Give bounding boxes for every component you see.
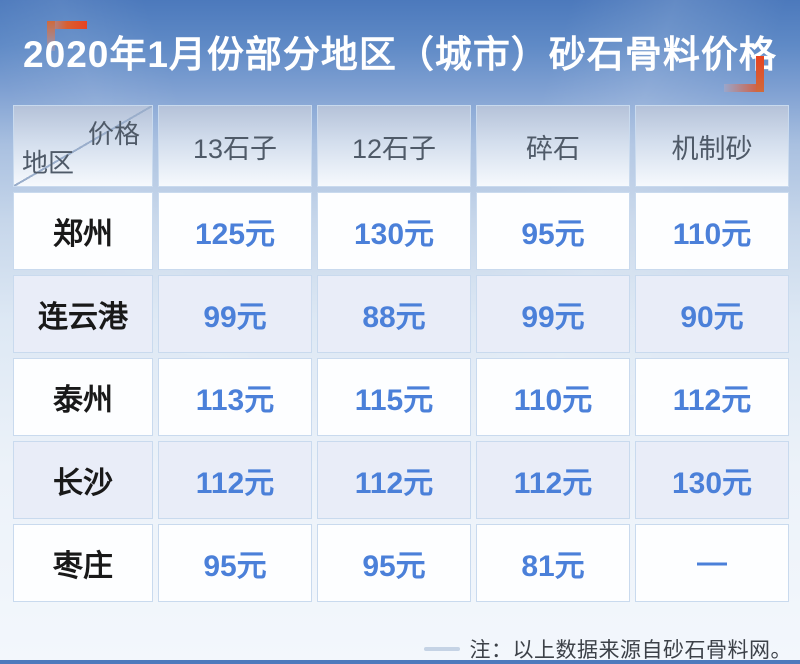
price-cell: 112元 [476, 441, 630, 519]
price-cell: 112元 [317, 441, 471, 519]
region-cell: 长沙 [13, 441, 153, 519]
table-row: 郑州 125元 130元 95元 110元 [13, 192, 789, 270]
price-cell: 112元 [635, 358, 789, 436]
price-table: 价格 地区 13石子 12石子 碎石 机制砂 郑州 125元 130元 95元 … [8, 100, 794, 607]
column-header-13shizi: 13石子 [158, 105, 312, 187]
price-cell: 125元 [158, 192, 312, 270]
region-cell: 枣庄 [13, 524, 153, 602]
table-row: 泰州 113元 115元 110元 112元 [13, 358, 789, 436]
price-cell: 95元 [158, 524, 312, 602]
region-cell: 泰州 [13, 358, 153, 436]
price-cell: 81元 [476, 524, 630, 602]
region-cell: 连云港 [13, 275, 153, 353]
page-title: 2020年1月份部分地区（城市）砂石骨料价格 [23, 34, 777, 75]
header-row: 价格 地区 13石子 12石子 碎石 机制砂 [13, 105, 789, 187]
price-cell: 99元 [476, 275, 630, 353]
title-banner: 2020年1月份部分地区（城市）砂石骨料价格 [0, 0, 800, 100]
price-cell: 110元 [635, 192, 789, 270]
footnote: 注：以上数据来源自砂石骨料网。 [423, 634, 793, 664]
price-cell: 95元 [476, 192, 630, 270]
price-cell: 99元 [158, 275, 312, 353]
footnote-text: 注：以上数据来源自砂石骨料网。 [469, 639, 792, 662]
note-dash-line [423, 647, 460, 651]
table-row: 连云港 99元 88元 99元 90元 [13, 275, 789, 353]
price-cell: 90元 [635, 275, 789, 353]
price-cell: 130元 [317, 192, 471, 270]
price-cell: 110元 [476, 358, 630, 436]
price-cell: 130元 [635, 441, 789, 519]
price-cell: — [635, 524, 789, 602]
column-header-12shizi: 12石子 [317, 105, 471, 187]
title-corner-bracket-bottom-right-icon [724, 56, 764, 92]
price-cell: 113元 [158, 358, 312, 436]
corner-label-region: 地区 [22, 148, 75, 178]
price-cell: 95元 [317, 524, 471, 602]
table-row: 长沙 112元 112元 112元 130元 [13, 441, 789, 519]
region-cell: 郑州 [13, 192, 153, 270]
column-header-suishi: 碎石 [476, 105, 630, 187]
corner-header-cell: 价格 地区 [13, 105, 153, 187]
price-cell: 115元 [317, 358, 471, 436]
price-cell: 112元 [158, 441, 312, 519]
price-cell: 88元 [317, 275, 471, 353]
title-corner-bracket-top-left-icon [47, 21, 87, 51]
column-header-jizhisha: 机制砂 [635, 105, 789, 187]
table-row: 枣庄 95元 95元 81元 — [13, 524, 789, 602]
corner-label-price: 价格 [87, 119, 140, 149]
